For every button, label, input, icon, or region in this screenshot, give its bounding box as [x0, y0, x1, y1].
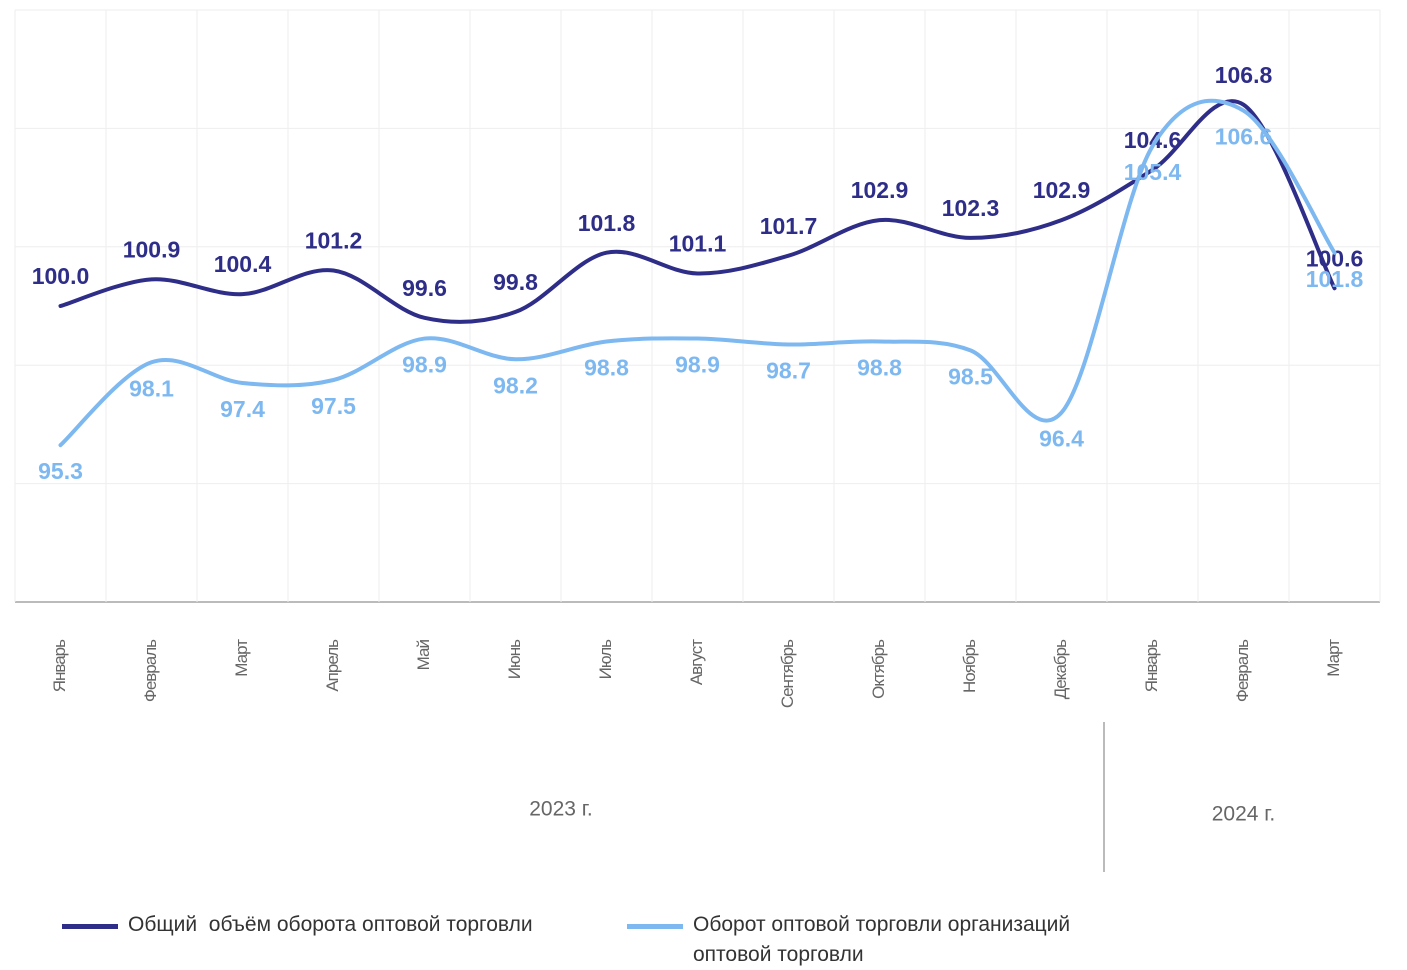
- x-tick-label: Апрель: [323, 639, 342, 692]
- x-tick-label: Октябрь: [869, 639, 888, 699]
- x-tick-label: Январь: [1142, 639, 1161, 692]
- data-label: 99.8: [493, 269, 538, 295]
- x-tick-label: Март: [1324, 639, 1343, 677]
- data-label: 102.9: [851, 177, 909, 203]
- data-label: 98.8: [584, 355, 629, 381]
- data-label: 98.9: [402, 352, 447, 378]
- data-label: 98.2: [493, 372, 538, 398]
- x-tick-label: Январь: [50, 639, 69, 692]
- data-label: 98.5: [948, 363, 993, 389]
- legend-swatch: [627, 924, 683, 929]
- data-label: 101.2: [305, 228, 363, 254]
- x-tick-label: Июль: [596, 639, 615, 680]
- x-tick-label: Май: [414, 640, 433, 671]
- data-label: 101.8: [578, 210, 636, 236]
- data-label: 97.4: [220, 396, 265, 422]
- data-label: 106.8: [1215, 62, 1273, 88]
- data-label: 99.6: [402, 275, 447, 301]
- data-label: 102.9: [1033, 177, 1091, 203]
- x-tick-label: Март: [232, 639, 251, 677]
- x-tick-label: Ноябрь: [960, 639, 979, 693]
- data-label: 98.8: [857, 355, 902, 381]
- data-label: 101.1: [669, 231, 727, 257]
- series-line: [58, 99, 1337, 324]
- series-line: [58, 98, 1337, 448]
- x-tick-label: Сентябрь: [778, 639, 797, 708]
- data-label: 100.4: [214, 251, 272, 277]
- data-label: 102.3: [942, 195, 1000, 221]
- data-label: 100.0: [32, 263, 90, 289]
- legend-item: Оборот оптовой торговли организаций опто…: [627, 910, 1153, 970]
- x-tick-label: Февраль: [141, 639, 160, 702]
- data-label: 106.6: [1215, 124, 1273, 150]
- x-tick-label: Февраль: [1233, 639, 1252, 702]
- data-label: 96.4: [1039, 426, 1084, 452]
- x-tick-label: Август: [687, 639, 706, 685]
- data-label: 98.1: [129, 375, 174, 401]
- data-label: 98.9: [675, 352, 720, 378]
- group-label: 2024 г.: [1212, 803, 1275, 826]
- legend-label: Оборот оптовой торговли организаций опто…: [693, 913, 1076, 966]
- data-label: 100.9: [123, 236, 181, 262]
- data-label: 101.7: [760, 213, 818, 239]
- data-label: 98.7: [766, 358, 811, 384]
- legend-label: Общий объём оборота оптовой торговли: [128, 913, 533, 936]
- x-tick-label: Июнь: [505, 639, 524, 679]
- data-label: 105.4: [1124, 159, 1182, 185]
- group-label: 2023 г.: [529, 798, 592, 821]
- data-label: 97.5: [311, 393, 356, 419]
- data-label: 95.3: [38, 458, 83, 484]
- data-label: 101.8: [1306, 266, 1364, 292]
- legend-swatch: [62, 924, 118, 929]
- x-tick-label: Декабрь: [1051, 639, 1070, 699]
- chart: Январь Февраль Март Апрель Май Июнь Июль Август…: [14, 9, 1381, 872]
- legend-item: Общий объём оборота оптовой торговли: [62, 910, 533, 940]
